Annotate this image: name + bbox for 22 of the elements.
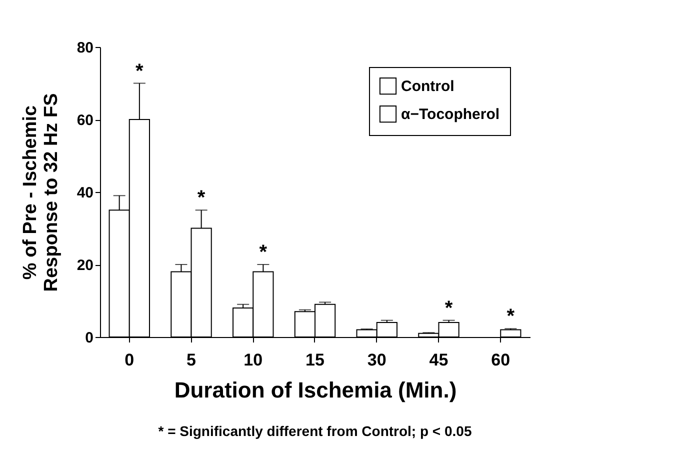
- y-axis-title: % of Pre - Ischemic Response to 32 Hz FS: [20, 93, 62, 292]
- annotation: *: [506, 306, 515, 328]
- x-tick-label: 5: [186, 350, 196, 370]
- y-tick-label: 60: [76, 112, 94, 129]
- annotation: *: [197, 187, 206, 210]
- x-tick-label: 30: [367, 350, 386, 370]
- legend-label: α−Tocopherol: [401, 106, 500, 123]
- y-tick-label: 40: [76, 184, 94, 202]
- y-tick-label: 20: [76, 257, 94, 274]
- x-tick-label: 15: [306, 350, 324, 370]
- legend-label: Control: [401, 78, 454, 95]
- y-tick-label: 80: [76, 40, 94, 56]
- annotation: *: [259, 242, 268, 264]
- text: * = Significantly different from Control; p < 0.05: [158, 423, 472, 439]
- x-tick-label: 0: [124, 350, 134, 370]
- annotation: *: [444, 297, 453, 320]
- x-axis-title: Duration of Ischemia (Min.): [174, 378, 457, 402]
- x-tick-label: 10: [244, 350, 263, 370]
- annotation: *: [136, 60, 144, 82]
- x-tick-label: 45: [429, 350, 448, 370]
- y-tick-label: 0: [85, 330, 94, 346]
- x-tick-label: 60: [491, 350, 510, 370]
